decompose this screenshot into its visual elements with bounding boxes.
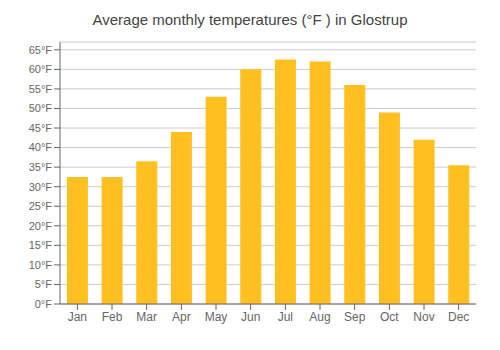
svg-text:Jan: Jan: [68, 310, 87, 324]
svg-text:35°F: 35°F: [29, 161, 53, 173]
svg-text:Mar: Mar: [136, 310, 157, 324]
svg-text:Jul: Jul: [278, 310, 293, 324]
svg-text:60°F: 60°F: [29, 63, 53, 75]
svg-text:20°F: 20°F: [29, 220, 53, 232]
svg-text:65°F: 65°F: [29, 44, 53, 56]
svg-text:Sep: Sep: [344, 310, 366, 324]
svg-text:5°F: 5°F: [35, 278, 53, 290]
svg-text:Dec: Dec: [448, 310, 469, 324]
svg-text:10°F: 10°F: [29, 259, 53, 271]
svg-text:Oct: Oct: [380, 310, 399, 324]
svg-text:May: May: [205, 310, 228, 324]
svg-text:55°F: 55°F: [29, 83, 53, 95]
svg-text:45°F: 45°F: [29, 122, 53, 134]
svg-text:Aug: Aug: [309, 310, 330, 324]
svg-text:Feb: Feb: [102, 310, 123, 324]
svg-text:Jun: Jun: [241, 310, 260, 324]
svg-text:40°F: 40°F: [29, 141, 53, 153]
svg-text:15°F: 15°F: [29, 239, 53, 251]
svg-text:30°F: 30°F: [29, 181, 53, 193]
svg-text:50°F: 50°F: [29, 102, 53, 114]
svg-text:0°F: 0°F: [35, 298, 53, 310]
svg-text:Nov: Nov: [413, 310, 434, 324]
svg-text:25°F: 25°F: [29, 200, 53, 212]
svg-text:Apr: Apr: [172, 310, 191, 324]
html-text:Average monthly temperatures (: Average monthly temperatures (°F ) in Gl…: [92, 11, 408, 28]
